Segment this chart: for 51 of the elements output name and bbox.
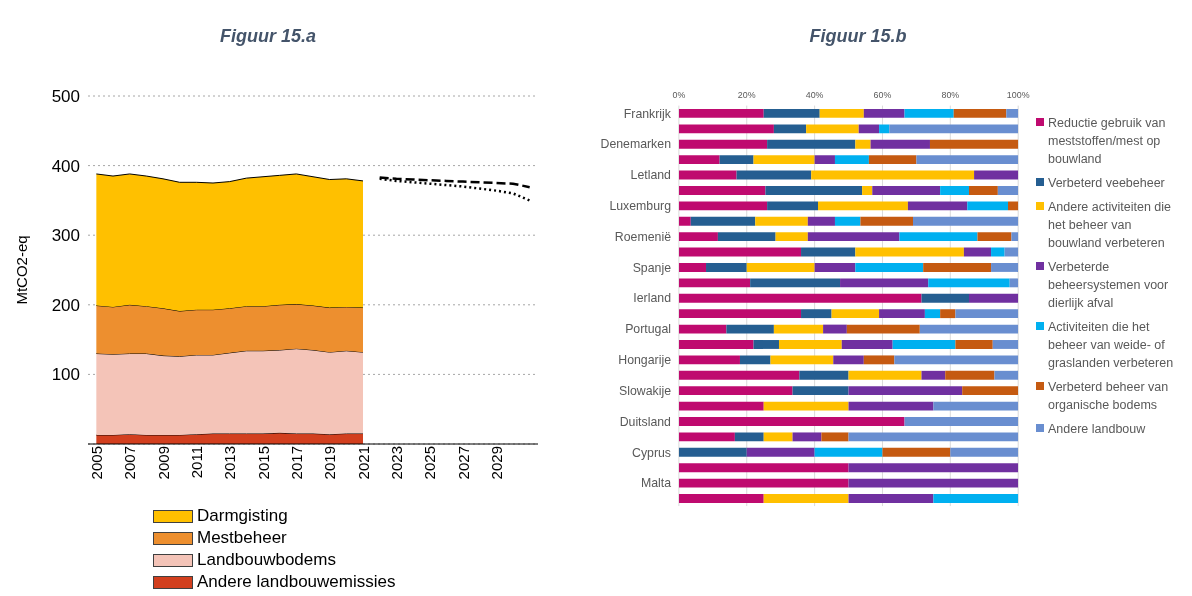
legend-label: Andere activiteiten die het beheer van bouwland verbeteren [1048,199,1172,252]
y-tick-label: Denemarken [600,137,672,152]
y-tick-label: 300 [51,226,80,246]
y-tick-label: Ierland [633,291,672,306]
x-tick-label: 2015 [254,446,272,480]
legend-label: Verbeterd veebeheer [1048,175,1165,192]
y-tick-label: Luxemburg [609,199,672,214]
x-tick-label: 60% [873,89,892,100]
y-tick-label: Roemenië [614,229,672,244]
y-tick-label: 100 [51,365,80,385]
legend-label: Mestbeheer [197,528,287,548]
x-tick-label: 2013 [221,446,239,480]
legend-label: Darmgisting [197,506,288,526]
y-tick-label: Cyprus [631,445,671,460]
y-tick-label: 500 [51,87,80,107]
x-tick-label: 0% [672,89,686,100]
y-tick-label: Hongarije [618,353,672,368]
x-tick-label: 2025 [421,446,439,480]
x-tick-label: 80% [941,89,960,100]
legend-label: Verbeterd beheer van organische bodems [1048,379,1170,414]
y-tick-label: Letland [630,168,672,183]
y-axis-title: MtCO2-eq [13,235,31,305]
y-tick-label: Slowakije [618,383,672,398]
y-tick-label: Spanje [632,260,672,275]
x-tick-label: 2007 [121,446,139,480]
chart-title: Figuur 15.a [219,26,317,48]
x-tick-label: 2009 [154,446,172,480]
x-tick-label: 2019 [321,446,339,480]
y-tick-label: Malta [640,476,672,491]
y-tick-label: Portugal [625,322,671,337]
legend-label: Verbeterde beheersystemen voor dierlijk afval [1048,259,1170,312]
x-tick-label: 2023 [387,446,405,480]
legend-label: Andere landbouw [1048,421,1146,438]
x-tick-label: 40% [805,89,824,100]
x-tick-label: 100% [1006,89,1030,100]
legend-label: Landbouwbodems [197,550,336,570]
x-tick-label: 2027 [454,446,472,480]
x-tick-label: 2017 [287,446,305,480]
legend-label: Reductie gebruik van meststoffen/mest op bouwland [1048,115,1167,168]
x-tick-label: 2029 [487,446,505,480]
x-tick-label: 2005 [87,446,105,480]
x-tick-label: 2021 [354,446,372,480]
y-tick-label: 200 [51,295,80,315]
x-tick-label: 20% [737,89,756,100]
y-tick-label: Frankrijk [623,106,672,121]
legend-label: Activiteiten die het beheer van weide- of graslanden verbeteren [1048,319,1175,372]
x-tick-label: 2011 [187,446,205,479]
chart-title: Figuur 15.b [808,26,908,48]
y-tick-label: Duitsland [619,414,672,429]
y-tick-label: 400 [51,156,80,176]
legend-label: Andere landbouwemissies [197,572,396,592]
